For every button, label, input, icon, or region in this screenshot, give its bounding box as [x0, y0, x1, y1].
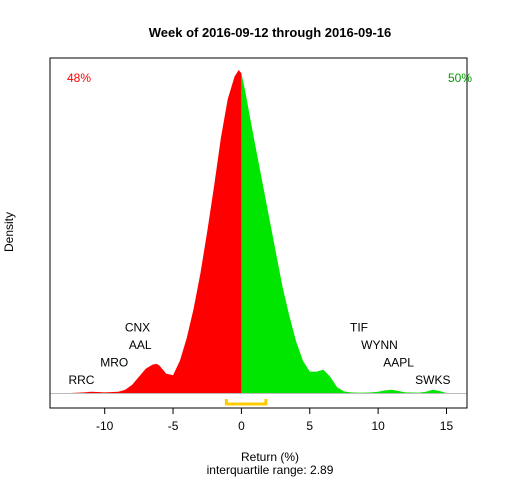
ticker-label-aal: AAL — [129, 338, 152, 352]
negative-percent-label: 48% — [67, 71, 91, 85]
x-tick-label-1: -5 — [168, 419, 179, 433]
positive-percent-label: 50% — [448, 71, 472, 85]
x-axis: -10 -5 0 5 10 15 — [96, 408, 453, 433]
ticker-label-aapl: AAPL — [383, 356, 414, 370]
ticker-label-tif: TIF — [350, 321, 368, 335]
plot-frame — [49, 57, 468, 409]
ticker-label-cnx: CNX — [125, 321, 150, 335]
ticker-label-wynn: WYNN — [361, 338, 398, 352]
ticker-label-rrc: RRC — [68, 373, 94, 387]
positive-density-area — [241, 73, 447, 393]
negative-density-area — [70, 70, 242, 393]
x-tick-label-5: 15 — [440, 419, 454, 433]
x-tick-label-3: 5 — [306, 419, 313, 433]
x-tick-label-4: 10 — [371, 419, 385, 433]
iqr-bracket — [224, 399, 268, 406]
ticker-label-swks: SWKS — [415, 373, 450, 387]
x-tick-label-2: 0 — [238, 419, 245, 433]
x-axis-label: Return (%) — [241, 450, 299, 464]
y-axis-label: Density — [2, 212, 16, 252]
chart-title: Week of 2016-09-12 through 2016-09-16 — [149, 25, 392, 40]
iqr-subtitle: interquartile range: 2.89 — [207, 463, 334, 477]
ticker-label-mro: MRO — [100, 356, 128, 370]
x-tick-label-0: -10 — [96, 419, 114, 433]
